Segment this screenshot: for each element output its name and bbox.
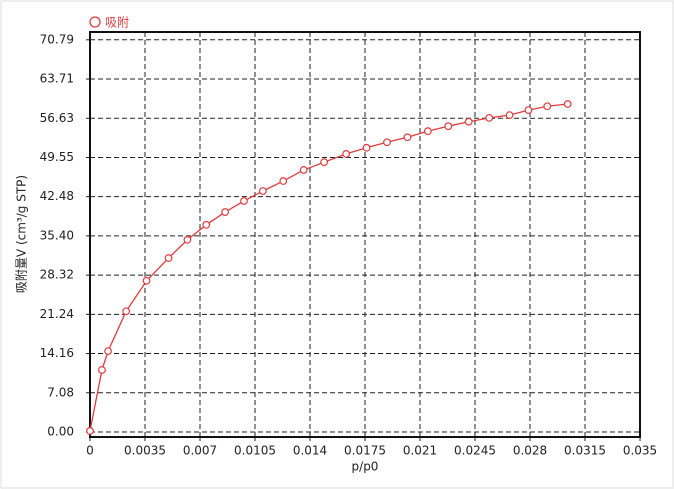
- data-point: [279, 177, 288, 185]
- data-point: [505, 111, 514, 120]
- series-line: [89, 103, 568, 432]
- data-point: [299, 166, 308, 174]
- data-point: [403, 133, 412, 142]
- x-tick-label: 0.035: [623, 444, 657, 458]
- x-tick-label: 0.0105: [234, 444, 276, 458]
- y-tick-label: 0.00: [47, 425, 74, 439]
- data-point: [202, 220, 211, 229]
- x-tick-label: 0.0315: [564, 444, 606, 458]
- data-point: [183, 235, 192, 244]
- y-tick-label: 21.24: [40, 307, 74, 321]
- y-tick-label: 70.79: [40, 32, 74, 46]
- data-point: [164, 254, 173, 262]
- x-tick-label: 0.0175: [344, 444, 386, 458]
- data-point: [320, 158, 329, 167]
- data-point: [142, 276, 151, 285]
- x-tick-label: 0.0035: [124, 444, 166, 458]
- x-tick-label: 0.0245: [454, 444, 496, 458]
- data-point: [423, 127, 432, 136]
- y-tick-label: 56.63: [40, 111, 74, 125]
- y-tick-label: 63.71: [40, 72, 74, 86]
- data-point: [104, 347, 112, 356]
- y-tick-label: 42.48: [40, 189, 74, 203]
- data-point: [444, 122, 453, 131]
- data-point: [98, 366, 106, 374]
- plot-frame: [89, 31, 641, 438]
- legend-marker: [89, 16, 101, 28]
- y-tick-label: 35.40: [40, 228, 74, 242]
- x-tick-label: 0.007: [183, 444, 217, 458]
- x-tick-label: 0: [86, 444, 94, 458]
- y-tick-label: 14.16: [40, 346, 74, 360]
- data-point: [86, 427, 94, 435]
- data-point: [464, 117, 473, 126]
- y-tick-label: 28.32: [40, 268, 74, 282]
- data-point: [122, 307, 131, 316]
- data-point: [258, 187, 267, 195]
- data-point: [383, 138, 391, 147]
- x-axis-label: p/p0: [352, 460, 379, 474]
- data-point: [362, 143, 371, 152]
- data-point: [485, 113, 494, 122]
- x-tick-label: 0.028: [513, 444, 547, 458]
- legend-label: 吸附: [105, 16, 129, 30]
- data-point: [240, 197, 248, 205]
- data-point: [524, 106, 533, 115]
- y-tick-label: 7.08: [47, 385, 74, 399]
- data-point: [221, 208, 230, 216]
- x-tick-label: 0.014: [293, 444, 327, 458]
- data-point: [342, 149, 351, 158]
- x-tick-label: 0.021: [403, 444, 437, 458]
- y-tick-label: 49.55: [40, 150, 74, 164]
- y-axis-label: 吸附量V (cm³/g STP): [15, 175, 29, 293]
- data-point: [563, 100, 572, 108]
- data-point: [543, 102, 552, 111]
